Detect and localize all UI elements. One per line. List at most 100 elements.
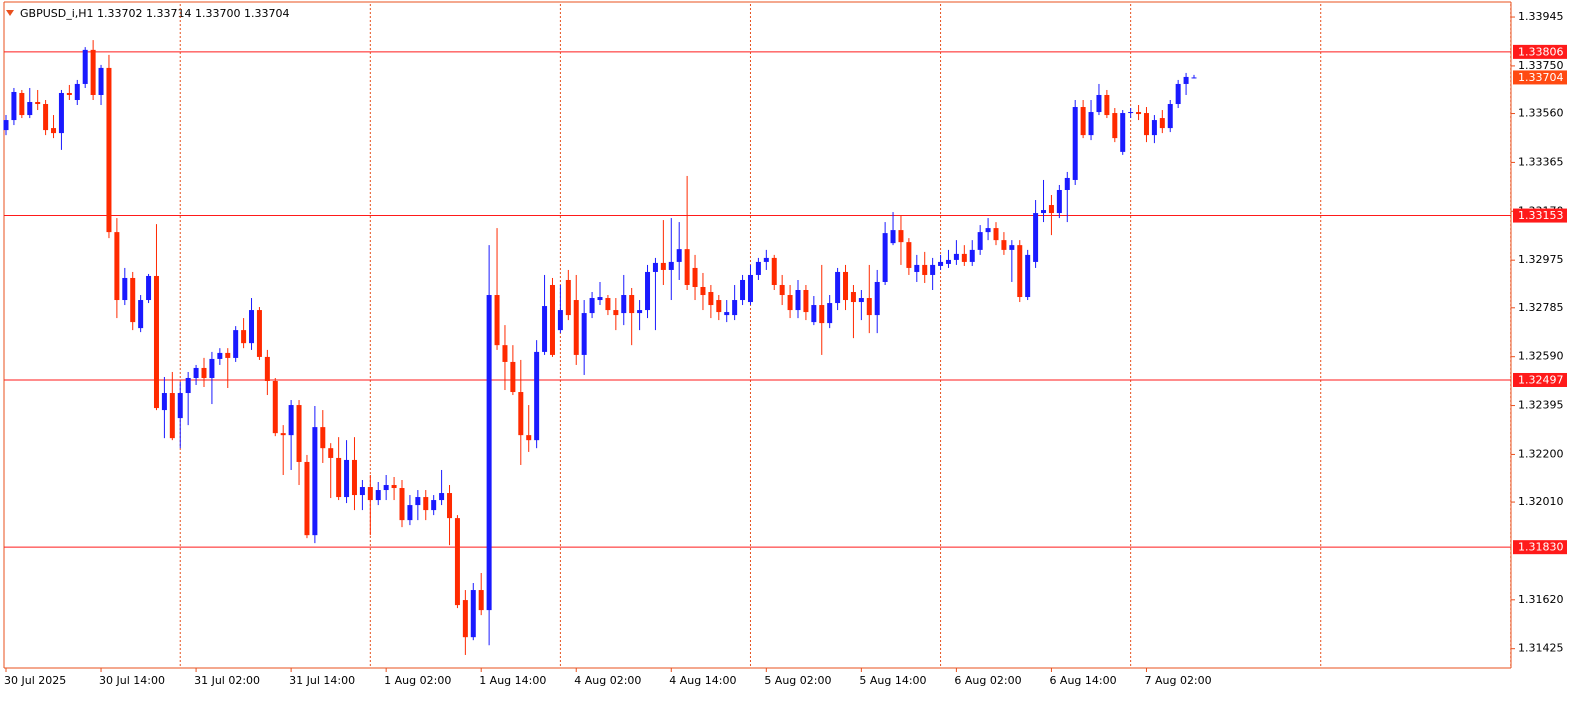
candle-body — [1136, 112, 1142, 115]
candle-body — [993, 228, 999, 241]
candle-body — [502, 345, 508, 362]
level-label-box — [1513, 372, 1567, 387]
candle-body — [359, 487, 365, 496]
candle-body — [391, 485, 397, 489]
candle-body — [874, 281, 880, 316]
candle-body — [185, 377, 191, 394]
candle-body — [494, 295, 500, 346]
candle-body — [447, 493, 453, 519]
candle-body — [1041, 210, 1047, 214]
last-price-box — [1513, 70, 1567, 85]
candle-body — [241, 330, 247, 344]
candle-body — [1104, 94, 1110, 116]
candle-body — [953, 253, 959, 260]
candle-body — [668, 261, 674, 270]
candle-body — [1128, 112, 1134, 114]
candle-body — [462, 600, 468, 638]
candle-body — [74, 83, 80, 101]
candle-body — [470, 590, 476, 638]
candle-body — [486, 295, 492, 611]
candle-body — [740, 279, 746, 301]
candle-body — [597, 297, 603, 301]
candle-body — [518, 392, 524, 436]
candle-body — [827, 303, 833, 324]
last-price-label: 1.33704 — [1518, 71, 1564, 84]
candle-body — [637, 310, 643, 314]
candle-body — [58, 92, 64, 134]
candle-body — [304, 461, 310, 536]
candle-body — [454, 518, 460, 606]
candle-body — [961, 253, 967, 262]
candle-body — [296, 405, 302, 462]
candle-body — [771, 257, 777, 285]
y-tick-label: 1.33945 — [1518, 10, 1564, 23]
candle-body — [1183, 76, 1189, 84]
candle-body — [890, 230, 896, 244]
candle-body — [122, 277, 128, 301]
candle-body — [11, 91, 17, 121]
candle-body — [1009, 245, 1015, 250]
candle-body — [589, 298, 595, 314]
candle-body — [375, 490, 381, 501]
y-tick-label: 1.31425 — [1518, 642, 1564, 655]
candle-body — [35, 102, 41, 105]
candle-body — [755, 261, 761, 275]
candle-body — [1033, 213, 1039, 262]
candle-body — [351, 459, 357, 496]
candle-body — [1072, 107, 1078, 180]
candle-body — [613, 310, 619, 316]
candle-body — [534, 351, 540, 441]
candle-body — [660, 262, 666, 270]
candle-body — [1120, 113, 1126, 152]
candle-body — [700, 286, 706, 296]
candle-body — [336, 457, 342, 498]
candle-body — [320, 427, 326, 449]
candle-body — [542, 306, 548, 352]
candle-body — [90, 49, 96, 95]
level-label-box — [1513, 208, 1567, 223]
candle-body — [866, 298, 872, 316]
candle-body — [407, 505, 413, 521]
candle-body — [938, 261, 944, 266]
candle-body — [98, 67, 104, 95]
y-tick-label: 1.32200 — [1518, 447, 1564, 460]
candle-body — [977, 232, 983, 250]
x-tick-label: 30 Jul 14:00 — [99, 674, 165, 687]
x-tick-label: 1 Aug 02:00 — [384, 674, 451, 687]
candle-body — [106, 67, 112, 233]
x-tick-label: 6 Aug 14:00 — [1049, 674, 1116, 687]
candle-body — [161, 393, 167, 411]
candle-body — [1025, 254, 1031, 298]
candle-body — [256, 310, 262, 357]
candle-body — [676, 249, 682, 262]
candle-body — [169, 393, 175, 439]
candle-body — [1096, 94, 1102, 113]
candle-body — [1143, 113, 1149, 136]
candle-body — [1080, 107, 1086, 136]
level-label: 1.31830 — [1518, 541, 1564, 554]
candle-body — [526, 435, 532, 441]
candle-body — [858, 298, 864, 303]
candle-body — [763, 257, 769, 262]
candle-body — [1112, 113, 1118, 139]
y-tick-label: 1.31620 — [1518, 593, 1564, 606]
y-tick-label: 1.33560 — [1518, 107, 1564, 120]
candle-body — [367, 487, 373, 501]
candle-body — [882, 233, 888, 282]
candle-body — [1056, 189, 1062, 214]
candle-body — [383, 485, 389, 491]
candle-body — [850, 292, 856, 303]
candle-body — [1175, 83, 1181, 105]
x-tick-label: 5 Aug 02:00 — [764, 674, 831, 687]
candle-body — [280, 433, 286, 436]
candle-body — [177, 393, 183, 419]
candle-body — [747, 274, 753, 303]
candle-body — [906, 242, 912, 268]
candle-body — [811, 305, 817, 323]
candle-body — [1017, 245, 1023, 298]
candle-body — [43, 104, 49, 131]
level-label-box — [1513, 44, 1567, 59]
